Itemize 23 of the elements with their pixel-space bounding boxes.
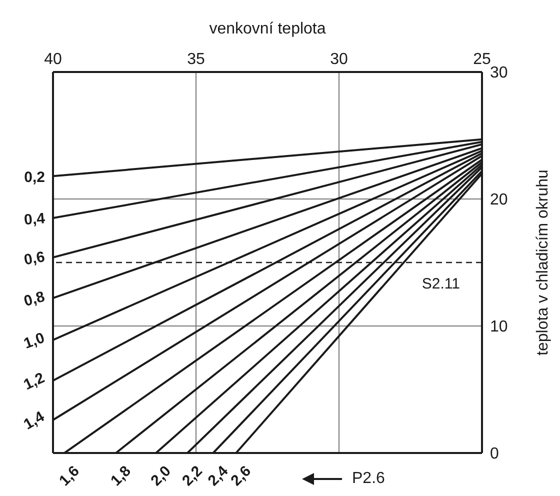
text: 1,8 xyxy=(108,462,134,490)
x-tick-label: 25 xyxy=(473,51,491,68)
text: 1,2 xyxy=(21,369,48,394)
x-tick-label: 30 xyxy=(330,51,348,68)
text: 1,0 xyxy=(22,329,48,353)
x-tick-label: 40 xyxy=(44,51,62,68)
text: 2,2 xyxy=(179,462,206,490)
y-tick-label: 20 xyxy=(490,192,508,209)
text: P2.6 xyxy=(352,470,385,488)
y-tick-label: 30 xyxy=(490,64,508,82)
text: 1,6 xyxy=(56,462,83,490)
series-label: 0,2 xyxy=(24,169,45,186)
text: 2,0 xyxy=(148,462,174,490)
text: 0,8 xyxy=(22,288,47,310)
y-tick-label: 10 xyxy=(490,318,508,336)
series-label: 0,4 xyxy=(23,210,46,229)
x-tick-label: 35 xyxy=(187,51,205,68)
text: 0,6 xyxy=(22,248,46,269)
ref-line-label: S2.11 xyxy=(422,276,460,292)
y-tick-label: 0 xyxy=(490,446,499,463)
x-axis-title: venkovní teplota xyxy=(209,20,326,38)
text: 1,4 xyxy=(20,408,48,434)
y-axis-title: teplota v chladicím okruhu xyxy=(534,170,552,356)
